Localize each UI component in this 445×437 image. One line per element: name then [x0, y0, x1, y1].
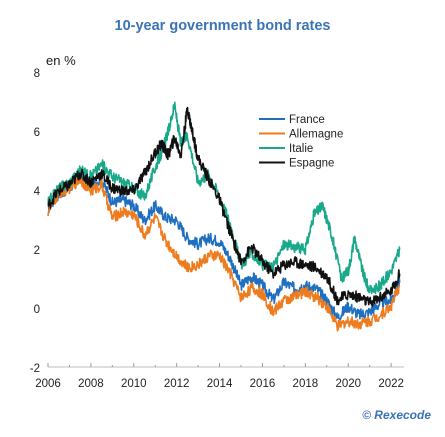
x-tick-label: 2012: [164, 378, 190, 390]
legend-label: Allemagne: [289, 129, 343, 141]
x-tick-label: 2022: [378, 378, 404, 390]
chart-title: 10-year government bond rates: [114, 18, 331, 34]
y-tick-label: 4: [34, 186, 41, 198]
x-axis: 2006 2008 2010 2012 2014 2016 2018 2020 2022: [35, 363, 404, 390]
x-tick-label: 2020: [335, 378, 361, 390]
x-tick-label: 2006: [35, 378, 61, 390]
x-tick-label: 2018: [293, 378, 319, 390]
source-credit: © Rexecode: [362, 408, 431, 422]
x-tick-label: 2014: [207, 378, 233, 390]
x-tick-label: 2016: [250, 378, 276, 390]
series-line-italie: [47, 101, 401, 295]
y-tick-label: -2: [30, 363, 40, 375]
legend-label: Espagne: [289, 158, 334, 170]
legend-label: Italie: [289, 143, 313, 155]
series-line-espagne: [47, 106, 401, 307]
y-tick-label: 2: [34, 245, 40, 257]
x-tick-label: 2008: [78, 378, 104, 390]
legend-label: France: [289, 114, 325, 126]
y-axis-unit-label: en %: [46, 53, 76, 68]
y-tick-label: 0: [34, 304, 40, 316]
x-tick-label: 2010: [121, 378, 147, 390]
series-line-allemagne: [47, 176, 401, 332]
series-lines: [47, 101, 401, 332]
series-line-france: [47, 171, 401, 321]
y-axis-ticks: 8 6 4 2 0 -2: [30, 68, 41, 375]
y-tick-label: 8: [34, 68, 40, 80]
legend-box: [255, 109, 373, 177]
y-tick-label: 6: [34, 127, 40, 139]
legend: France Allemagne Italie Espagne: [255, 109, 373, 177]
